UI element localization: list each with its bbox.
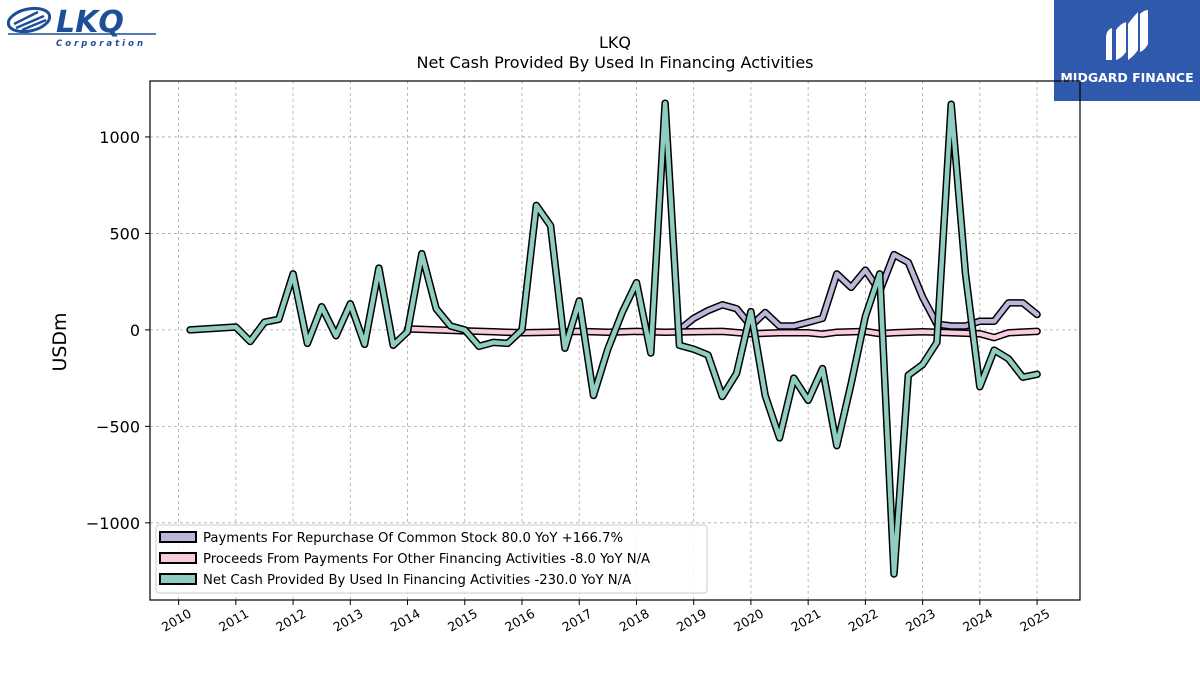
legend-label: Net Cash Provided By Used In Financing A… xyxy=(203,573,631,588)
legend-swatch xyxy=(160,532,196,542)
series-1 xyxy=(679,255,1037,330)
x-tick-label: 2016 xyxy=(502,606,537,635)
x-tick-label: 2025 xyxy=(1017,606,1052,635)
x-tick-label: 2019 xyxy=(674,606,709,635)
chart-subtitle: Net Cash Provided By Used In Financing A… xyxy=(416,53,813,72)
legend-label: Proceeds From Payments For Other Financi… xyxy=(203,552,650,567)
x-tick-label: 2014 xyxy=(388,606,423,635)
x-tick-label: 2013 xyxy=(331,606,366,635)
x-tick-label: 2010 xyxy=(159,606,194,635)
x-tick-label: 2017 xyxy=(559,606,594,635)
series-layer xyxy=(190,103,1037,574)
y-tick-label: 500 xyxy=(109,224,140,243)
x-tick-label: 2011 xyxy=(216,606,251,635)
chart-title: LKQ xyxy=(599,33,631,52)
x-tick-label: 2015 xyxy=(445,606,480,635)
legend-swatch xyxy=(160,553,196,563)
series-line-outline xyxy=(679,255,1037,330)
y-tick-label: 0 xyxy=(130,321,140,340)
legend: Payments For Repurchase Of Common Stock … xyxy=(156,525,707,593)
y-tick-label: −500 xyxy=(96,417,140,436)
y-tick-label: 1000 xyxy=(99,128,140,147)
x-tick-label: 2012 xyxy=(273,606,308,635)
x-tick-label: 2020 xyxy=(731,606,766,635)
x-tick-label: 2023 xyxy=(903,606,938,635)
legend-label: Payments For Repurchase Of Common Stock … xyxy=(203,531,623,546)
series-2 xyxy=(407,329,1037,338)
chart: 2010 2011 2012 2013 2014 2015 2016 2017 2018 2019… xyxy=(0,0,1200,675)
legend-swatch xyxy=(160,574,196,584)
x-tick-label: 2021 xyxy=(788,606,823,635)
y-tick-label: −1000 xyxy=(86,514,140,533)
x-tick-label: 2022 xyxy=(846,606,881,635)
x-tick-label: 2018 xyxy=(617,606,652,635)
series-line xyxy=(190,103,1037,574)
y-axis-label: USDm xyxy=(49,312,71,371)
series-3 xyxy=(190,103,1037,574)
x-tick-label: 2024 xyxy=(960,606,995,635)
